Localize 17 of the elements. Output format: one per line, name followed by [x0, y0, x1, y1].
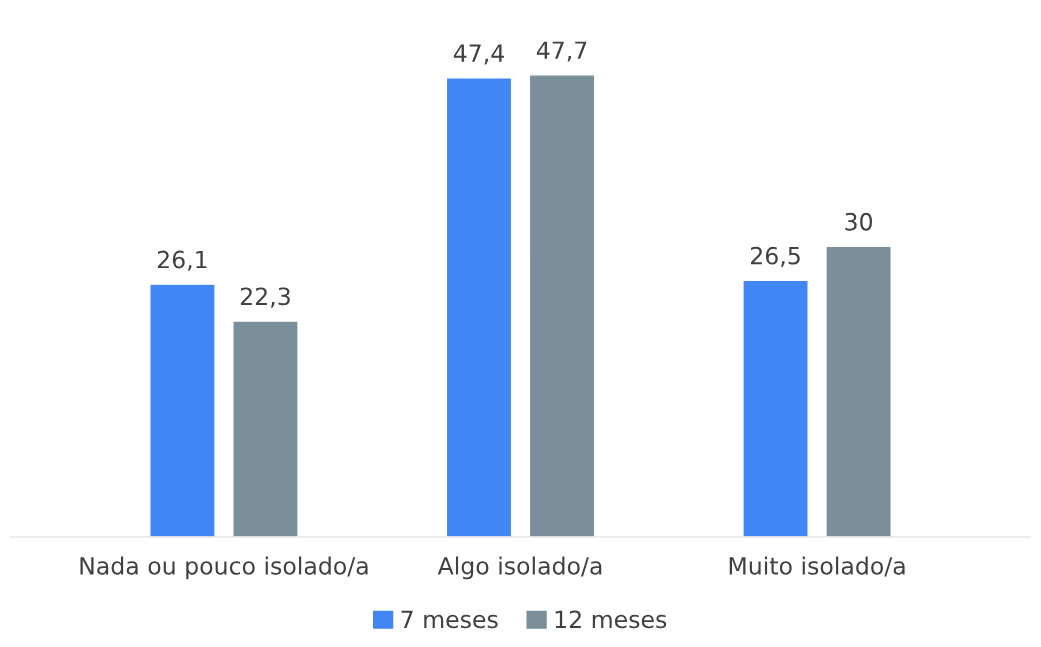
data-label: 26,1: [157, 250, 207, 271]
x-tick-label: Nada ou pouco isolado/a: [80, 556, 368, 580]
x-tick-label: Muito isolado/a: [729, 556, 905, 577]
legend-label: 7 meses: [401, 610, 498, 629]
x-tick-label: Algo isolado/a: [437, 556, 602, 580]
bar: [149, 283, 216, 538]
bar: [825, 245, 892, 538]
data-label: 22,3: [240, 287, 290, 308]
bar: [742, 279, 809, 538]
data-label: 47,7: [536, 41, 587, 62]
bar: [445, 77, 513, 538]
bar: [528, 74, 596, 538]
legend-label: 12 meses: [555, 610, 667, 629]
data-label: 47,4: [453, 44, 504, 65]
bar: [232, 320, 299, 538]
data-label: 30: [845, 212, 873, 231]
data-label: 26,5: [750, 246, 800, 267]
